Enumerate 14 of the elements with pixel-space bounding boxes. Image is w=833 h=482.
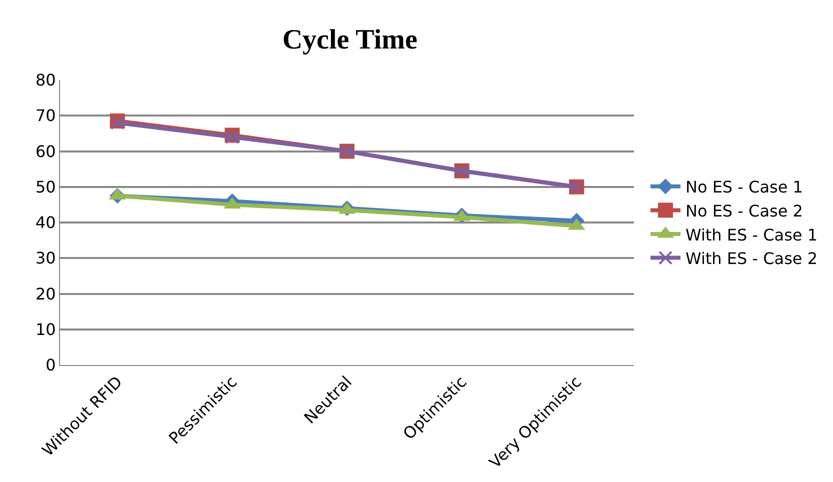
y-tick-label: 60 [35,142,56,161]
legend-label: With ES - Case 1 [685,225,818,244]
y-tick-label: 10 [35,320,56,339]
y-tick-label: 40 [35,213,56,232]
chart-title: Cycle Time [282,24,418,56]
y-tick-label: 70 [35,106,56,126]
y-tick-label: 50 [35,177,56,196]
y-tick-label: 30 [35,248,56,268]
legend-label: No ES - Case 1 [685,178,803,197]
y-tick-label: 20 [35,284,56,304]
legend-label: With ES - Case 2 [685,249,818,268]
legend-label: No ES - Case 2 [685,201,803,220]
y-tick-label: 80 [35,70,56,90]
y-tick-label: 0 [46,356,56,375]
